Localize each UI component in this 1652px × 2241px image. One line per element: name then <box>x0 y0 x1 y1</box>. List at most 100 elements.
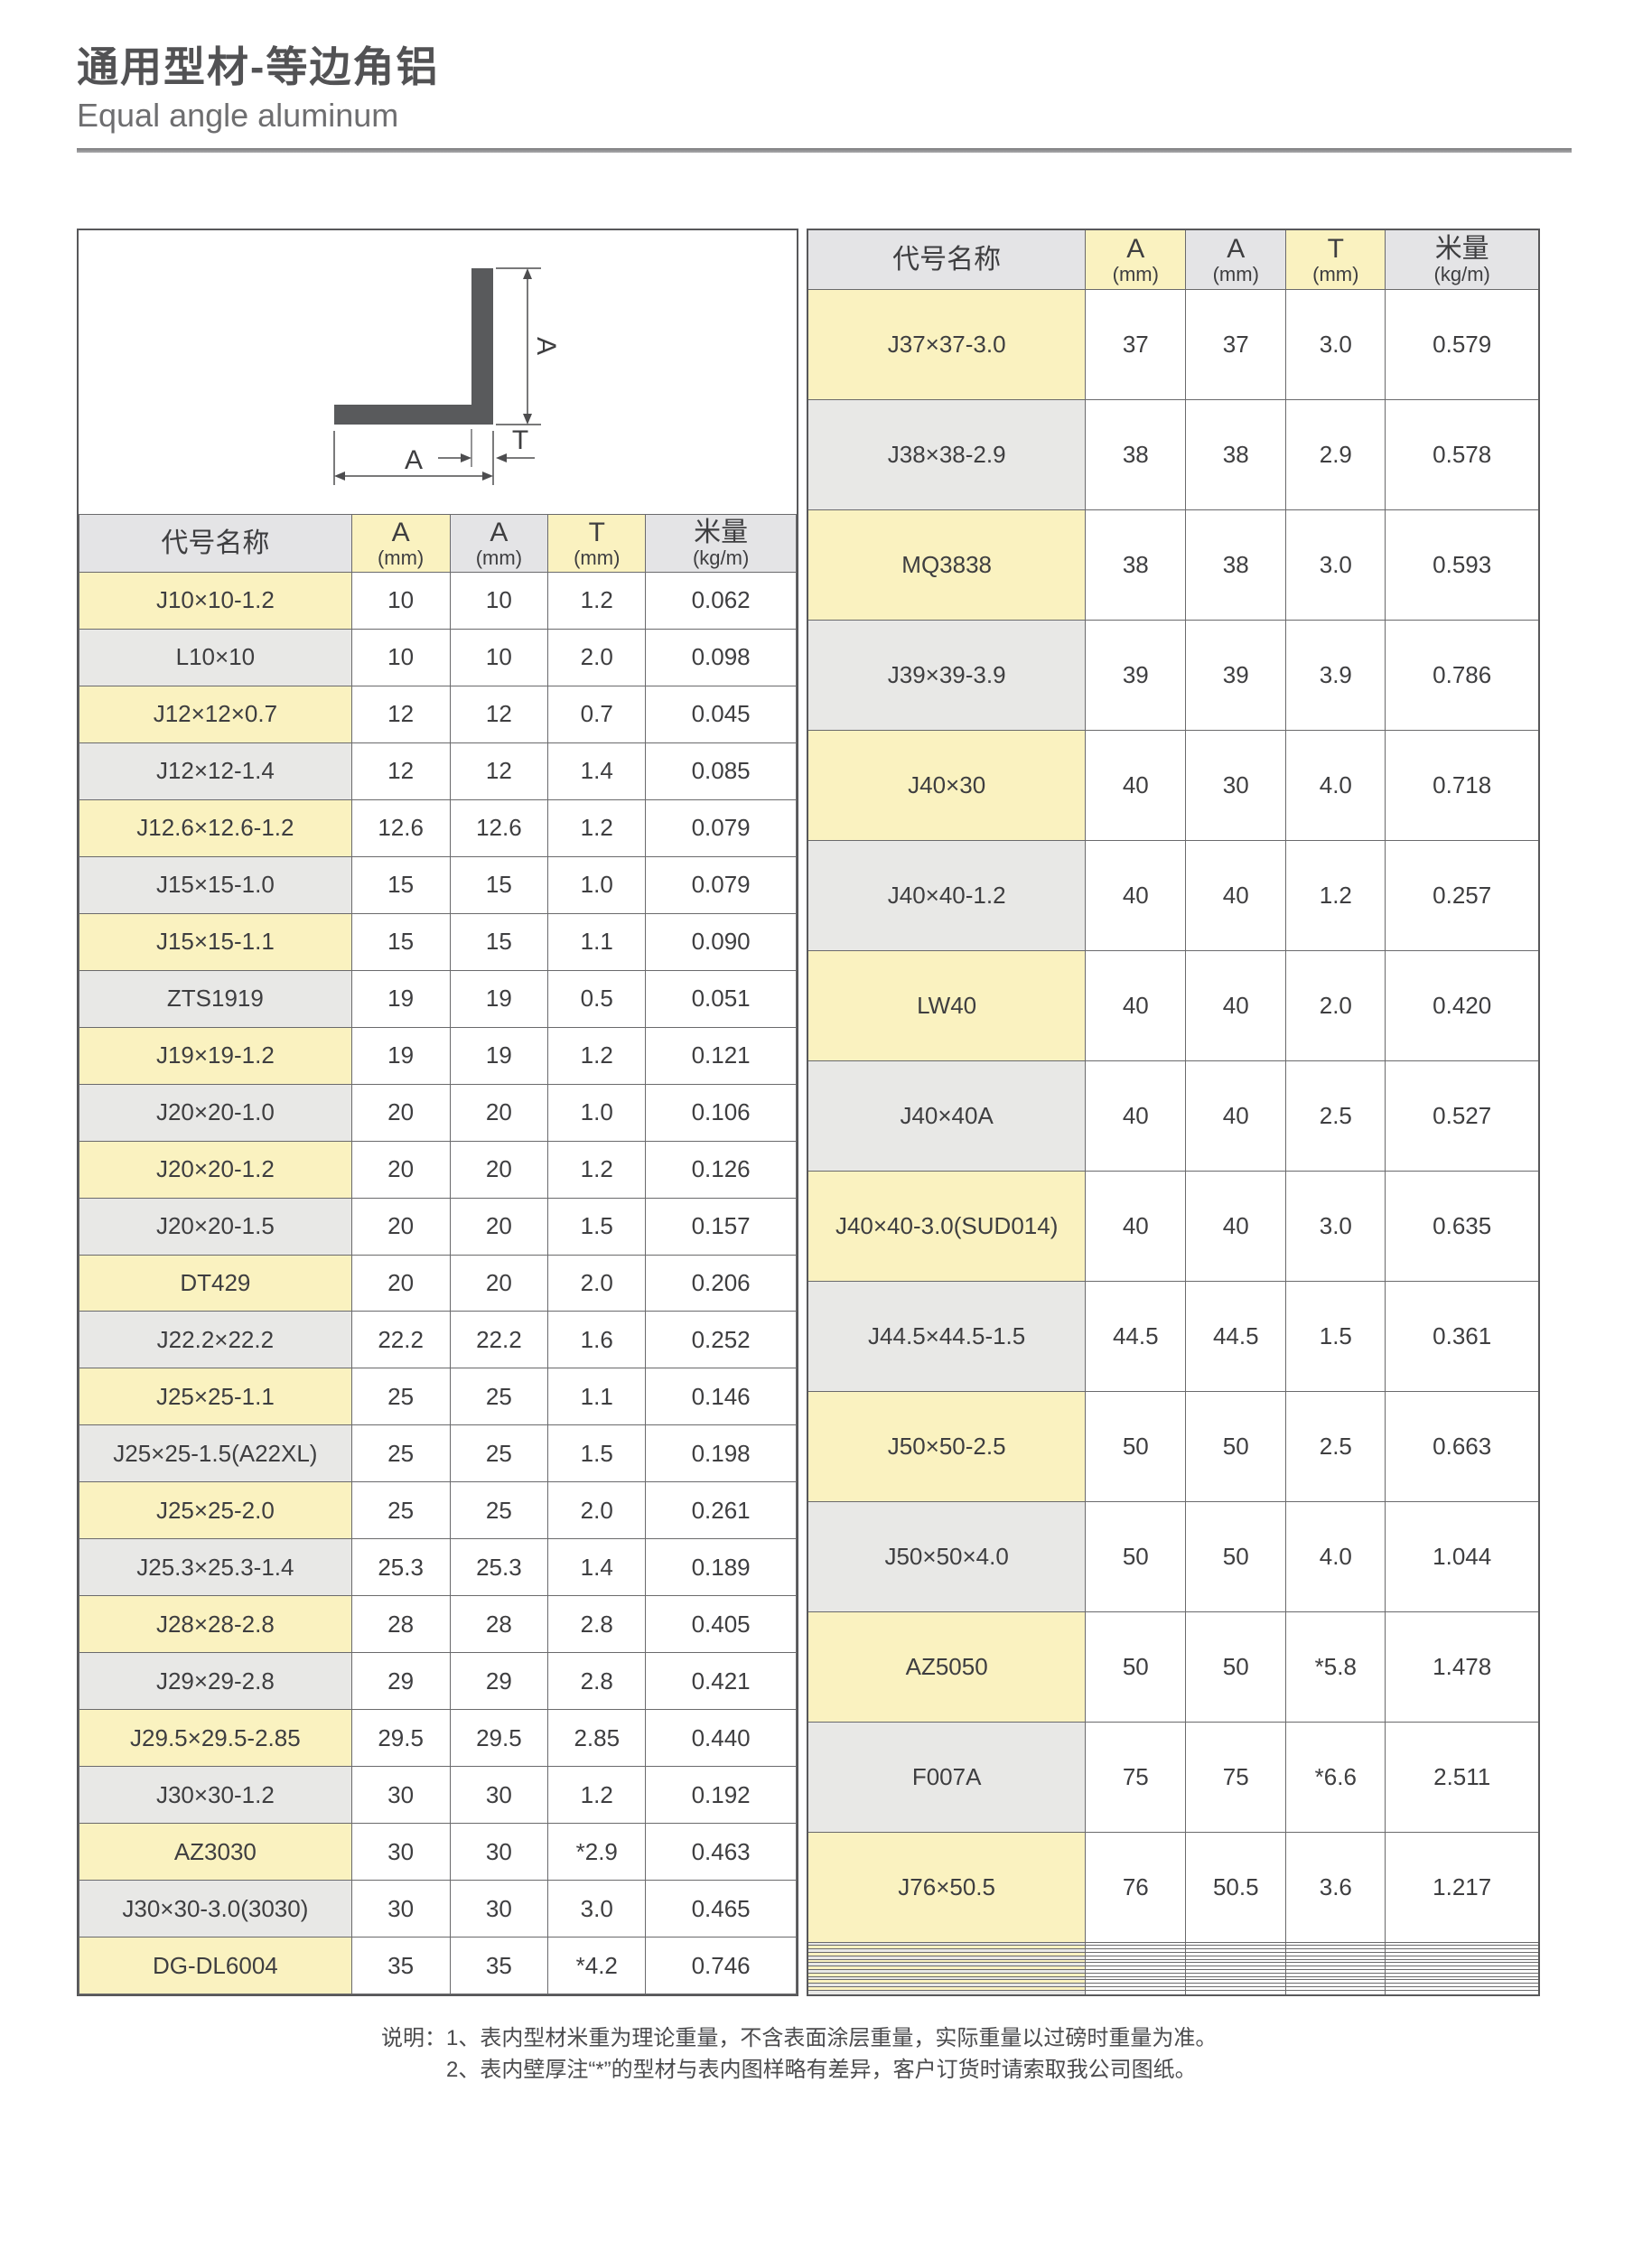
value-cell: 1.5 <box>1285 1280 1386 1392</box>
value-cell: 20 <box>449 1140 549 1199</box>
table-row <box>807 1989 1540 1996</box>
value-cell: 0.090 <box>645 912 797 971</box>
value-cell: 1.2 <box>547 1140 647 1199</box>
column-header: A (mm) <box>350 514 451 573</box>
value-cell: 25 <box>350 1424 451 1483</box>
profile-code-cell: J44.5×44.5-1.5 <box>807 1280 1087 1392</box>
value-cell: 1.2 <box>547 571 647 630</box>
table-row: DG-DL6004 35 35 *4.2 0.746 <box>79 1937 797 1995</box>
profile-code-cell: J40×40-3.0(SUD014) <box>807 1170 1087 1282</box>
table-row: J19×19-1.2 19 19 1.2 0.121 <box>79 1026 797 1085</box>
left-spec-table: 代号名称 A (mm) A (mm) T (mm) 米量 (kg/m) J10×10-1.2 10… <box>79 514 797 1995</box>
column-header: 代号名称 <box>79 514 352 573</box>
column-header: 米量 (kg/m) <box>1385 229 1540 290</box>
table-row: J25.3×25.3-1.4 25.3 25.3 1.4 0.189 <box>79 1538 797 1597</box>
value-cell: 0.405 <box>645 1595 797 1654</box>
column-header-label: 米量 <box>1434 234 1489 265</box>
value-cell: 0.465 <box>645 1880 797 1938</box>
table-row: J29.5×29.5-2.85 29.5 29.5 2.85 0.440 <box>79 1709 797 1768</box>
profile-code-cell: J76×50.5 <box>807 1831 1087 1943</box>
value-cell: 30 <box>449 1766 549 1825</box>
page-title: 通用型材-等边角铝 <box>77 43 440 90</box>
value-cell: 1.4 <box>547 742 647 800</box>
profile-code-cell: J10×10-1.2 <box>79 571 352 630</box>
value-cell: 0.252 <box>645 1311 797 1369</box>
column-header: T (mm) <box>1285 229 1386 290</box>
value-cell: 0.079 <box>645 798 797 857</box>
value-cell: 76 <box>1085 1831 1187 1943</box>
profile-code-cell <box>807 1989 1087 1996</box>
value-cell: 0.786 <box>1385 619 1540 731</box>
column-header: A (mm) <box>1085 229 1187 290</box>
value-cell: 0.257 <box>1385 839 1540 951</box>
notes: 说明： 1、表内型材米重为理论重量，不含表面涂层重量，实际重量以过磅时重量为准。… <box>381 2023 1652 2087</box>
profile-code-cell: AZ5050 <box>807 1611 1087 1723</box>
profile-code-cell: J30×30-3.0(3030) <box>79 1880 352 1938</box>
value-cell: 19 <box>449 1026 549 1085</box>
value-cell: 10 <box>350 571 451 630</box>
value-cell: 20 <box>449 1197 549 1256</box>
profile-code-cell: J25.3×25.3-1.4 <box>79 1538 352 1597</box>
value-cell: 40 <box>1085 1170 1187 1282</box>
table-row: J20×20-1.5 20 20 1.5 0.157 <box>79 1197 797 1256</box>
value-cell: 1.0 <box>547 855 647 914</box>
l-profile-shape <box>334 268 493 425</box>
value-cell: 1.4 <box>547 1538 647 1597</box>
angle-profile-drawing: A A T <box>333 267 561 486</box>
value-cell: 0.106 <box>645 1083 797 1142</box>
table-row: J12.6×12.6-1.2 12.6 12.6 1.2 0.079 <box>79 798 797 857</box>
value-cell: 12.6 <box>449 798 549 857</box>
note-item-1: 1、表内型材米重为理论重量，不含表面涂层重量，实际重量以过磅时重量为准。 <box>446 2026 1218 2051</box>
value-cell: 0.635 <box>1385 1170 1540 1282</box>
profile-code-cell: J37×37-3.0 <box>807 288 1087 400</box>
table-row: LW40 40 40 2.0 0.420 <box>807 949 1540 1061</box>
value-cell: 40 <box>1185 1060 1287 1172</box>
table-row: J12×12-1.4 12 12 1.4 0.085 <box>79 742 797 800</box>
value-cell: 40 <box>1085 729 1187 841</box>
value-cell: 38 <box>1085 509 1187 621</box>
profile-code-cell: ZTS1919 <box>79 969 352 1028</box>
column-header-label: A <box>391 518 410 548</box>
value-cell: 19 <box>350 969 451 1028</box>
value-cell: 38 <box>1185 509 1287 621</box>
value-cell: 0.206 <box>645 1254 797 1312</box>
profile-code-cell: J19×19-1.2 <box>79 1026 352 1085</box>
table-row: ZTS1919 19 19 0.5 0.051 <box>79 969 797 1028</box>
table-row: AZ5050 50 50 *5.8 1.478 <box>807 1611 1540 1723</box>
profile-code-cell: J15×15-1.1 <box>79 912 352 971</box>
value-cell: 2.511 <box>1385 1721 1540 1833</box>
column-header-label: T <box>1327 234 1344 265</box>
value-cell: 15 <box>350 912 451 971</box>
value-cell: 25.3 <box>449 1538 549 1597</box>
value-cell: 25 <box>449 1368 549 1426</box>
value-cell: 0.593 <box>1385 509 1540 621</box>
profile-code-cell: J20×20-1.5 <box>79 1197 352 1256</box>
value-cell: 40 <box>1185 839 1287 951</box>
page-subtitle: Equal angle aluminum <box>77 96 399 134</box>
value-cell: 20 <box>350 1254 451 1312</box>
value-cell: 35 <box>449 1937 549 1995</box>
dim-label-a-horizontal: A <box>405 445 423 475</box>
table-row: J20×20-1.2 20 20 1.2 0.126 <box>79 1140 797 1199</box>
left-table-header: 代号名称 A (mm) A (mm) T (mm) 米量 (kg/m) <box>79 514 797 573</box>
column-header: 代号名称 <box>807 229 1087 290</box>
table-row <box>807 1983 1540 1987</box>
value-cell: 50 <box>1085 1500 1187 1612</box>
value-cell <box>1285 1989 1386 1996</box>
column-header-unit: (mm) <box>574 546 621 569</box>
value-cell: *5.8 <box>1285 1611 1386 1723</box>
value-cell: 1.2 <box>547 1026 647 1085</box>
value-cell: 30 <box>449 1823 549 1882</box>
value-cell: 1.044 <box>1385 1500 1540 1612</box>
value-cell: 1.2 <box>1285 839 1386 951</box>
value-cell: 3.0 <box>1285 1170 1386 1282</box>
value-cell: 12 <box>449 685 549 743</box>
table-row: J28×28-2.8 28 28 2.8 0.405 <box>79 1595 797 1654</box>
value-cell: 37 <box>1185 288 1287 400</box>
profile-code-cell: J20×20-1.0 <box>79 1083 352 1142</box>
value-cell: 12 <box>350 685 451 743</box>
value-cell: 15 <box>449 912 549 971</box>
value-cell: 1.1 <box>547 912 647 971</box>
table-row: J40×40-1.2 40 40 1.2 0.257 <box>807 839 1540 951</box>
